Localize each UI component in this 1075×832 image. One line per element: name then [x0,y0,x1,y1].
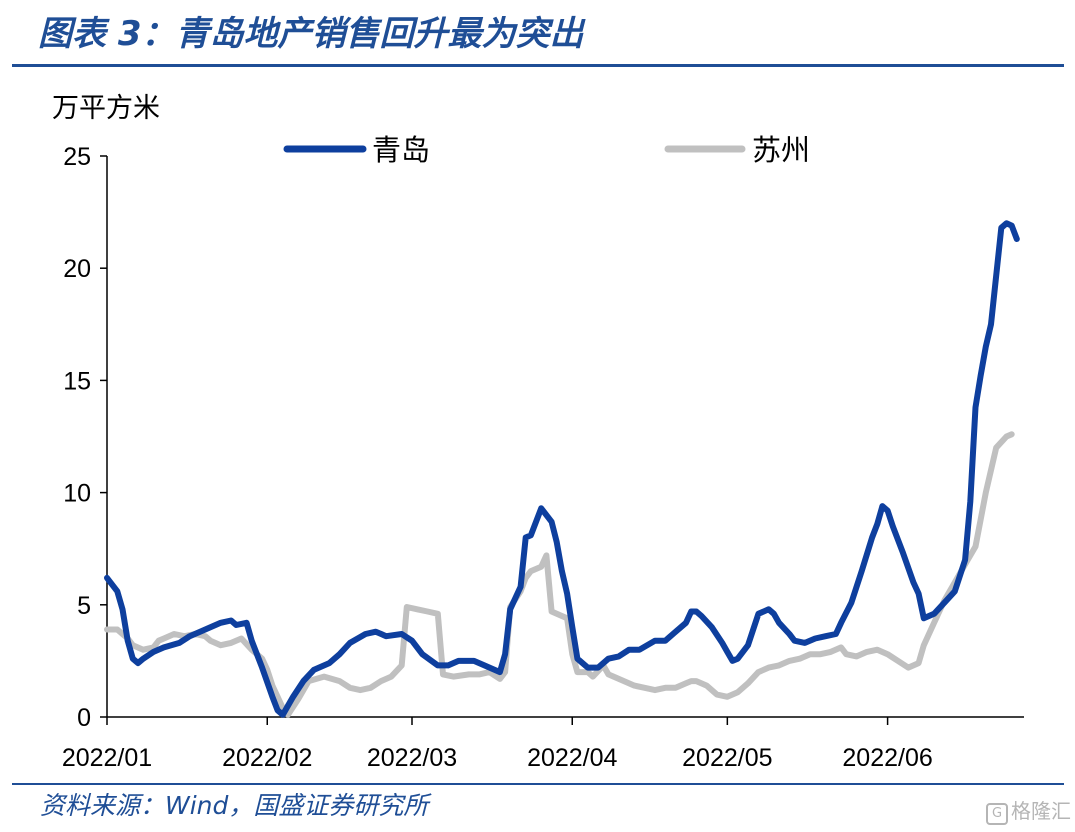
legend-label-suzhou: 苏州 [752,133,810,167]
title-divider [12,64,1064,67]
watermark-text: 格隆汇 [1011,799,1071,823]
watermark: G 格隆汇 [986,795,1071,825]
series-lines [104,220,1020,718]
x-tick-label: 2022/01 [62,744,152,772]
watermark-logo-icon: G [986,803,1008,825]
series-line-suzhou [104,431,1015,718]
y-tick-label: 5 [77,592,91,620]
y-tick-label: 20 [63,255,91,283]
x-tick-label: 2022/06 [842,744,932,772]
source-note: 资料来源：Wind，国盛证券研究所 [40,791,429,820]
header: 图表 3：青岛地产销售回升最为突出 [0,0,1075,72]
x-tick-label: 2022/04 [527,744,617,772]
x-tick-label: 2022/03 [367,744,457,772]
y-tick-label: 0 [77,704,91,732]
chart-title: 图表 3：青岛地产销售回升最为突出 [38,14,584,54]
legend: 青岛 苏州 [283,133,810,167]
x-tick-label: 2022/05 [682,744,772,772]
y-tick-label: 15 [63,367,91,395]
axes: 0 5 10 15 20 25 2022/01 2022/02 2022/03 2022/04 20… [62,143,1024,772]
series-line-qingdao [104,220,1020,718]
source-divider [12,783,1064,785]
legend-label-qingdao: 青岛 [372,133,430,167]
x-tick-label: 2022/02 [222,744,312,772]
y-tick-label: 10 [63,480,91,508]
y-tick-label: 25 [63,143,91,171]
y-axis-unit-label: 万平方米 [52,93,160,124]
line-chart: 0 5 10 15 20 25 2022/01 2022/02 2022/03 2022/04 20… [52,93,1024,772]
